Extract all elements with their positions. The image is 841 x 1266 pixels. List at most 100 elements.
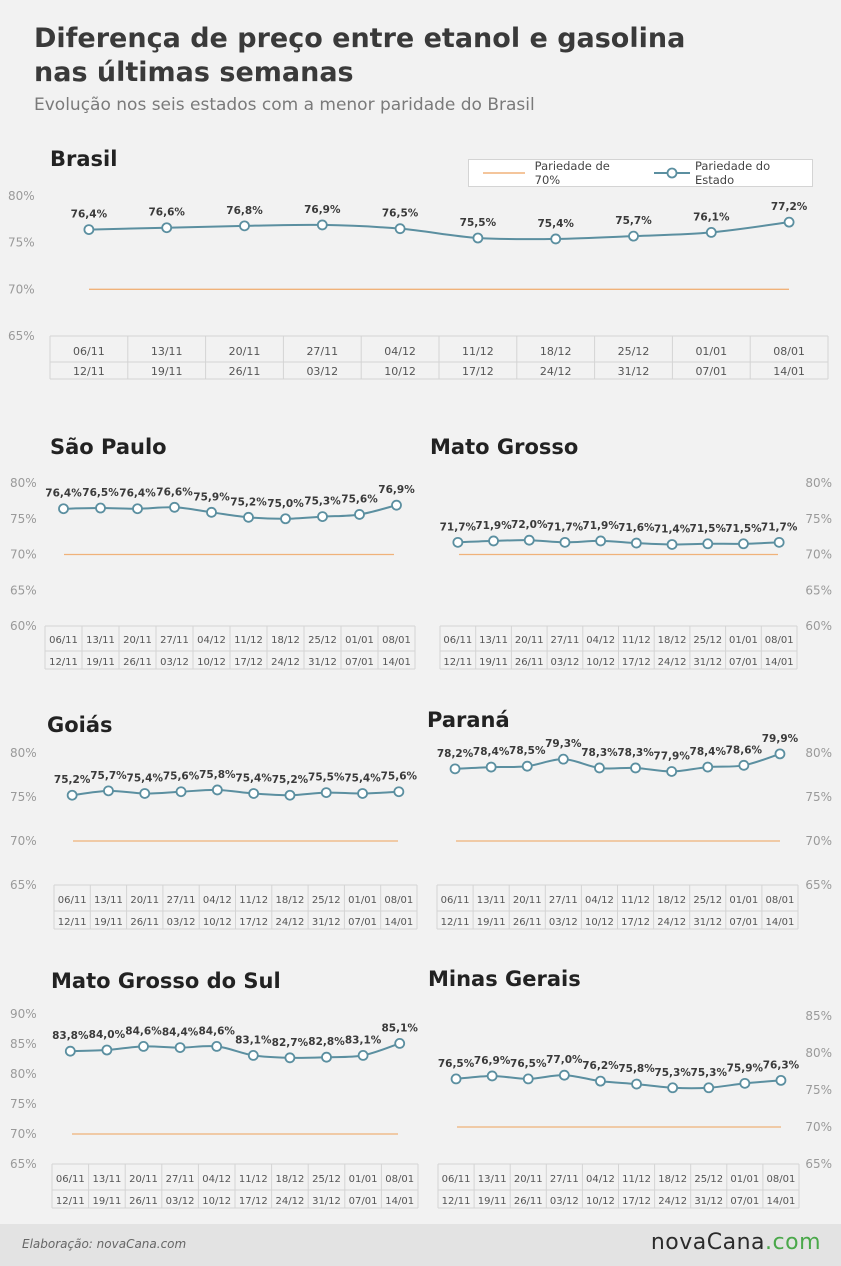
y-tick-label: 70% <box>10 548 37 562</box>
y-tick-label: 75% <box>10 512 37 526</box>
x-tick-label-start: 11/12 <box>462 345 494 358</box>
data-point <box>161 222 173 234</box>
panel-title-parana: Paraná <box>427 708 510 732</box>
x-tick-label-end: 19/11 <box>477 917 506 928</box>
data-point <box>248 788 260 799</box>
y-tick-label: 60% <box>805 619 832 633</box>
x-tick-label-start: 27/11 <box>166 1174 195 1185</box>
data-label: 76,6% <box>156 486 193 498</box>
x-tick-label-start: 11/12 <box>234 635 263 646</box>
y-tick-label: 60% <box>10 619 37 633</box>
x-tick-label-end: 07/01 <box>348 917 377 928</box>
data-point <box>485 761 497 773</box>
x-tick-label-start: 18/12 <box>540 345 572 358</box>
panel-title-mato-grosso: Mato Grosso <box>430 435 579 459</box>
chart-legend: Pariedade de 70% Pariedade do Estado <box>468 159 813 187</box>
x-tick-label-end: 10/12 <box>586 1196 615 1207</box>
x-tick-label-start: 01/01 <box>348 895 377 906</box>
x-tick-label-end: 31/12 <box>312 1196 341 1207</box>
data-point <box>317 511 328 523</box>
data-point <box>486 1070 498 1082</box>
x-tick-label-end: 12/11 <box>49 657 78 668</box>
y-tick-label: 75% <box>10 790 37 804</box>
data-point <box>132 503 143 515</box>
x-tick-label-start: 13/11 <box>477 895 506 906</box>
x-tick-label-start: 25/12 <box>312 1174 341 1185</box>
series-line <box>72 788 399 797</box>
data-point <box>666 539 678 550</box>
data-label: 77,0% <box>546 1054 583 1066</box>
x-tick-label-start: 01/01 <box>695 345 727 358</box>
series-line <box>455 1074 782 1090</box>
x-tick-label-end: 26/11 <box>513 917 542 928</box>
data-label: 75,6% <box>163 771 200 783</box>
data-label: 76,9% <box>474 1055 511 1067</box>
data-point <box>775 1074 787 1086</box>
x-tick-label-end: 03/12 <box>306 365 338 378</box>
x-tick-label-start: 27/11 <box>550 1174 579 1185</box>
series-line <box>455 752 781 773</box>
y-tick-label: 65% <box>10 878 37 892</box>
data-label: 71,6% <box>618 522 655 534</box>
y-tick-label: 80% <box>805 1046 832 1060</box>
series-line <box>88 221 790 241</box>
x-tick-label-end: 31/12 <box>312 917 341 928</box>
x-tick-label-start: 08/01 <box>773 345 805 358</box>
y-tick-label: 70% <box>10 1127 37 1141</box>
data-point <box>523 534 535 546</box>
x-tick-label-end: 07/01 <box>729 657 758 668</box>
x-tick-label-start: 18/12 <box>657 895 686 906</box>
x-tick-label-start: 20/11 <box>513 895 542 906</box>
data-label: 76,8% <box>226 205 263 217</box>
x-tick-label-start: 13/11 <box>86 635 115 646</box>
chart-sao-paulo: 60% 65% 70% 75% 80% 06/11 12/11 13/11 19/11 20/11… <box>10 476 416 670</box>
data-label: 83,8% <box>52 1030 89 1042</box>
chart-mato-grosso: 60% 65% 70% 75% 80% 06/11 12/11 13/11 19/11 20/11… <box>439 476 832 670</box>
y-tick-label: 75% <box>805 512 832 526</box>
x-tick-label-end: 19/11 <box>479 657 508 668</box>
x-tick-label-end: 10/12 <box>586 657 615 668</box>
data-label: 71,9% <box>475 520 512 532</box>
series-line <box>63 504 397 520</box>
x-tick-label-start: 18/12 <box>275 1174 304 1185</box>
x-tick-label-end: 26/11 <box>129 1196 158 1207</box>
panel-title-brasil: Brasil <box>50 147 118 171</box>
data-point <box>174 1042 186 1053</box>
data-point <box>705 226 717 238</box>
x-tick-label-start: 04/12 <box>202 1174 231 1185</box>
x-tick-label-start: 06/11 <box>56 1174 85 1185</box>
y-tick-label: 80% <box>10 476 37 490</box>
data-point <box>738 538 749 550</box>
data-point <box>284 789 296 801</box>
chart-goias: 65% 70% 75% 80% 06/11 12/11 13/11 19/11 20/11 26/… <box>10 746 418 930</box>
data-point <box>773 536 785 548</box>
data-label: 76,1% <box>693 211 730 223</box>
x-tick-label-start: 08/01 <box>765 635 794 646</box>
x-tick-label-end: 07/01 <box>730 1196 759 1207</box>
panel-title-mato-grosso-do-sul: Mato Grosso do Sul <box>51 969 281 993</box>
data-point <box>558 1069 570 1081</box>
chart-parana: 65% 70% 75% 80% 06/11 12/11 13/11 19/11 20/11 26/… <box>436 733 832 930</box>
x-tick-label-end: 26/11 <box>514 1196 543 1207</box>
data-label: 75,2% <box>54 774 91 786</box>
x-tick-label-start: 25/12 <box>618 345 650 358</box>
data-point <box>667 1082 679 1094</box>
x-tick-label-end: 26/11 <box>130 917 159 928</box>
x-tick-label-end: 03/12 <box>551 657 580 668</box>
data-point <box>321 1051 332 1063</box>
data-label: 71,7% <box>761 521 798 533</box>
x-tick-label-start: 04/12 <box>586 635 615 646</box>
data-point <box>247 1050 259 1061</box>
legend-item-reference: Pariedade de 70% <box>483 159 638 187</box>
x-tick-label-end: 03/12 <box>549 917 578 928</box>
data-label: 76,3% <box>763 1059 800 1071</box>
x-tick-label-end: 10/12 <box>585 917 614 928</box>
y-tick-label: 80% <box>805 746 832 760</box>
data-label: 75,4% <box>127 772 164 784</box>
title-line-2: nas últimas semanas <box>34 57 354 88</box>
data-label: 75,4% <box>235 772 272 784</box>
data-point <box>628 230 639 242</box>
data-point <box>357 1050 369 1061</box>
x-tick-label-start: 06/11 <box>58 895 87 906</box>
footer-credit: Elaboração: novaCana.com <box>22 1237 187 1251</box>
